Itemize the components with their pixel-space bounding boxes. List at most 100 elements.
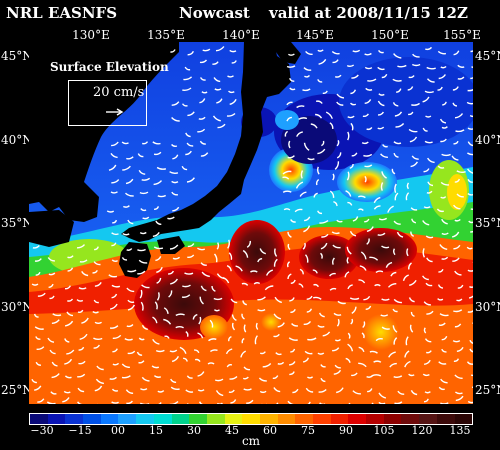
velocity-vector xyxy=(216,242,220,250)
velocity-vector xyxy=(140,301,144,311)
velocity-vector xyxy=(394,183,397,194)
velocity-vector xyxy=(302,88,311,92)
velocity-vector xyxy=(305,387,314,393)
velocity-vector xyxy=(32,245,40,249)
velocity-vector xyxy=(467,193,473,196)
velocity-vector xyxy=(48,272,56,276)
velocity-vector xyxy=(344,271,350,278)
velocity-vector xyxy=(138,169,146,175)
velocity-vector xyxy=(454,391,463,395)
velocity-vector xyxy=(410,161,419,168)
velocity-vector xyxy=(331,231,340,235)
velocity-vector xyxy=(332,173,335,181)
velocity-vector xyxy=(351,74,359,79)
velocity-vector xyxy=(467,152,473,156)
velocity-vector xyxy=(332,244,341,249)
velocity-vector xyxy=(366,375,373,378)
velocity-vector xyxy=(163,307,169,314)
velocity-vector xyxy=(375,337,383,342)
velocity-vector xyxy=(95,378,104,385)
velocity-vector xyxy=(231,314,237,322)
velocity-vector xyxy=(313,296,322,300)
velocity-vector xyxy=(320,377,326,383)
velocity-vector xyxy=(226,364,233,368)
velocity-vector xyxy=(289,371,295,376)
velocity-vector xyxy=(229,98,237,105)
velocity-vector xyxy=(441,348,447,353)
velocity-vector xyxy=(277,322,285,328)
velocity-vector xyxy=(457,76,465,80)
velocity-vector xyxy=(409,279,417,286)
velocity-vector xyxy=(292,388,299,394)
velocity-vector xyxy=(318,388,327,393)
velocity-vector xyxy=(457,284,464,289)
velocity-vector xyxy=(154,301,158,310)
velocity-vector xyxy=(37,398,45,403)
velocity-vector xyxy=(347,332,351,339)
velocity-vector xyxy=(307,337,317,341)
velocity-vector xyxy=(366,126,373,131)
velocity-vector xyxy=(320,242,328,250)
velocity-vector xyxy=(168,290,173,298)
velocity-vector xyxy=(259,390,267,394)
velocity-vector xyxy=(303,225,311,233)
velocity-vector xyxy=(96,365,104,371)
velocity-vector xyxy=(111,401,119,404)
colorbar-cell xyxy=(330,414,349,424)
velocity-vector xyxy=(345,357,351,363)
velocity-vector xyxy=(111,242,117,247)
velocity-vector xyxy=(363,295,371,301)
velocity-vector xyxy=(77,401,83,404)
velocity-vector xyxy=(352,390,361,395)
velocity-vector xyxy=(454,178,461,183)
velocity-vector xyxy=(282,176,290,180)
velocity-vector xyxy=(427,181,434,187)
colorbar-cell xyxy=(153,414,172,424)
velocity-vector xyxy=(230,298,238,304)
velocity-vector xyxy=(208,338,217,342)
velocity-vector xyxy=(394,401,403,404)
velocity-vector xyxy=(291,323,299,327)
velocity-vector xyxy=(423,168,430,173)
velocity-vector xyxy=(358,279,366,284)
velocity-vector xyxy=(407,111,414,116)
velocity-vector xyxy=(441,126,448,129)
colorbar-cell xyxy=(242,414,260,424)
velocity-vector xyxy=(334,338,341,342)
colorbar-tick-label: 30 xyxy=(187,424,201,437)
velocity-vector xyxy=(350,318,354,325)
velocity-vector xyxy=(243,324,247,333)
velocity-vector xyxy=(64,375,72,379)
velocity-vector xyxy=(388,351,396,358)
velocity-vector xyxy=(243,388,252,391)
velocity-vector xyxy=(347,201,353,206)
lat-label-left: 25°N xyxy=(1,383,33,397)
legend-title: Surface Elevation xyxy=(50,60,169,74)
velocity-vector xyxy=(142,216,150,220)
velocity-vector xyxy=(242,300,247,306)
colorbar-cell xyxy=(100,414,119,424)
velocity-vector xyxy=(358,195,366,199)
velocity-vector xyxy=(287,155,295,159)
velocity-vector xyxy=(290,279,296,284)
lat-label-right: 40°N xyxy=(475,133,500,147)
velocity-vector xyxy=(425,115,432,118)
velocity-vector xyxy=(109,325,119,329)
velocity-vector xyxy=(467,89,473,92)
velocity-vector xyxy=(332,59,339,64)
colorbar-tick-label: 15 xyxy=(149,424,163,437)
velocity-vector xyxy=(424,391,431,394)
velocity-vector xyxy=(437,298,444,301)
velocity-vector xyxy=(273,387,281,393)
velocity-vector xyxy=(283,208,291,211)
colorbar-cell xyxy=(277,414,296,424)
velocity-vector xyxy=(411,63,421,67)
colorbar-cell xyxy=(118,414,137,424)
velocity-vector xyxy=(467,127,473,130)
velocity-vector xyxy=(182,284,191,288)
velocity-vector xyxy=(439,244,448,250)
velocity-vector xyxy=(140,388,148,391)
velocity-vector xyxy=(325,111,333,119)
velocity-vector xyxy=(213,253,218,263)
velocity-vector xyxy=(181,103,188,107)
